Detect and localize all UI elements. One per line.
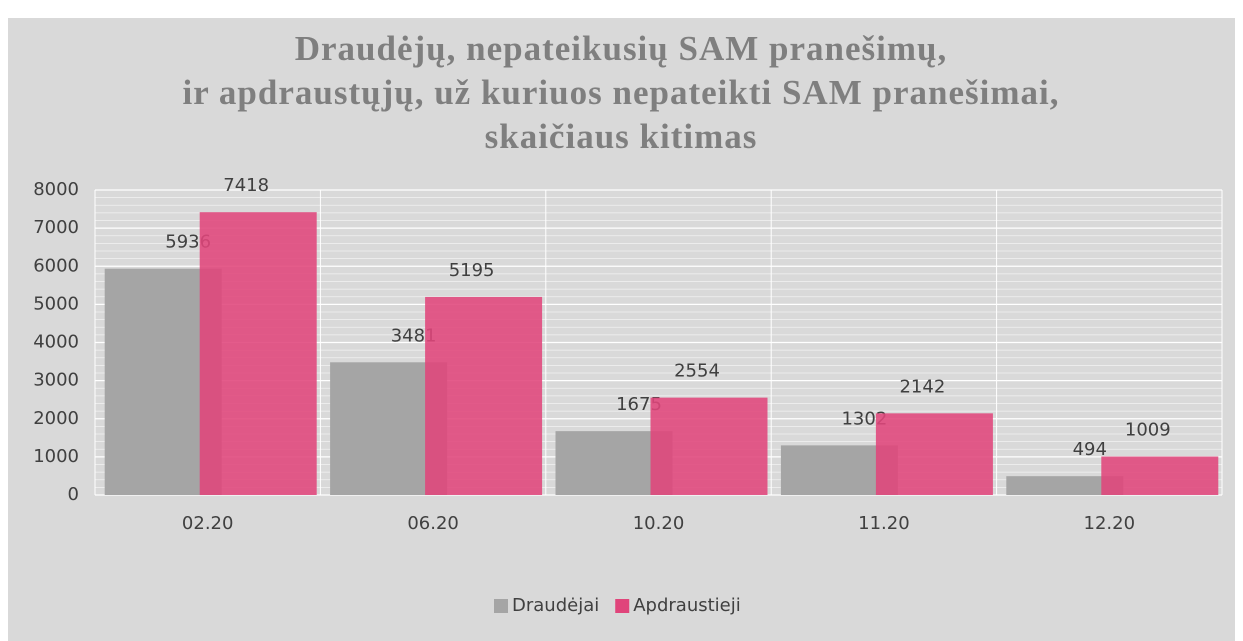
data-label: 1302 [841,408,887,429]
bar [1101,456,1219,495]
data-label: 7418 [223,175,269,196]
chart-title: ir apdraustųjų, už kuriuos nepateikti SA… [183,73,1060,112]
y-tick-label: 0 [68,484,79,505]
data-label: 5195 [449,260,495,281]
bar [425,296,543,495]
x-tick-label: 06.20 [407,513,459,534]
data-label: 1009 [1125,420,1171,441]
y-tick-label: 2000 [33,408,79,429]
legend-label: Apdraustieji [633,595,741,616]
bar [875,413,993,495]
bar [1006,476,1124,495]
legend-swatch [494,599,508,613]
x-tick-label: 10.20 [633,513,685,534]
x-tick-label: 12.20 [1084,513,1136,534]
data-label: 494 [1073,439,1107,460]
legend-swatch [615,599,630,613]
data-label: 2142 [899,376,945,397]
y-tick-label: 4000 [33,332,79,353]
chart-title: Draudėjų, nepateikusių SAM pranešimų, [295,29,948,68]
y-tick-label: 8000 [33,179,79,200]
data-label: 3481 [391,325,437,346]
y-tick-label: 6000 [33,255,79,276]
chart-title: skaičiaus kitimas [485,117,758,156]
y-tick-label: 1000 [33,446,79,467]
bar [199,212,317,495]
data-label: 5936 [165,232,211,253]
data-label: 1675 [616,394,662,415]
bar [650,397,768,495]
data-label: 2554 [674,361,720,382]
x-tick-label: 02.20 [182,513,234,534]
y-tick-label: 7000 [33,217,79,238]
y-tick-label: 5000 [33,293,79,314]
y-tick-label: 3000 [33,370,79,391]
legend-label: Draudėjai [512,595,599,616]
x-tick-label: 11.20 [858,513,910,534]
